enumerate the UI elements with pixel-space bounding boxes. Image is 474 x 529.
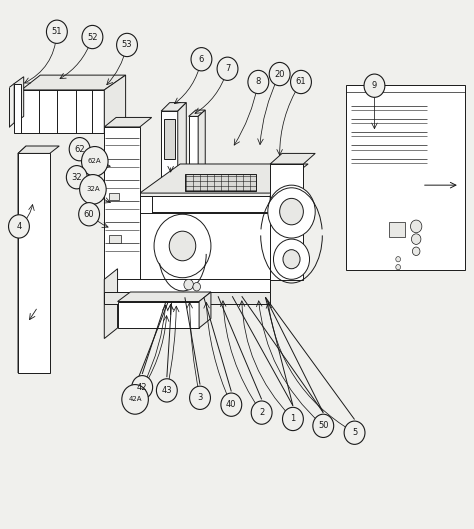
Text: 1: 1 bbox=[290, 414, 296, 424]
Text: 42A: 42A bbox=[128, 396, 142, 403]
Circle shape bbox=[82, 25, 103, 49]
Text: 32A: 32A bbox=[86, 186, 100, 193]
Circle shape bbox=[291, 70, 311, 94]
Text: 51: 51 bbox=[52, 27, 62, 37]
Polygon shape bbox=[199, 292, 211, 328]
Polygon shape bbox=[178, 103, 186, 190]
Circle shape bbox=[248, 70, 269, 94]
Polygon shape bbox=[140, 196, 270, 212]
Circle shape bbox=[46, 20, 67, 43]
Polygon shape bbox=[18, 153, 50, 373]
Text: 60: 60 bbox=[84, 209, 94, 219]
Text: 53: 53 bbox=[122, 40, 132, 50]
Polygon shape bbox=[104, 279, 270, 292]
Text: 62A: 62A bbox=[88, 158, 101, 165]
Circle shape bbox=[410, 220, 422, 233]
Circle shape bbox=[190, 386, 210, 409]
Polygon shape bbox=[118, 292, 211, 302]
Circle shape bbox=[154, 214, 211, 278]
Text: 2: 2 bbox=[259, 408, 264, 417]
Polygon shape bbox=[21, 75, 126, 90]
Polygon shape bbox=[161, 103, 186, 111]
Circle shape bbox=[117, 33, 137, 57]
Circle shape bbox=[396, 257, 401, 262]
Polygon shape bbox=[270, 153, 315, 164]
Polygon shape bbox=[104, 117, 152, 127]
Text: 9: 9 bbox=[372, 81, 377, 90]
Circle shape bbox=[66, 166, 87, 189]
Text: 6: 6 bbox=[199, 54, 204, 64]
Circle shape bbox=[283, 250, 300, 269]
Text: 42: 42 bbox=[137, 382, 147, 392]
Circle shape bbox=[268, 185, 315, 238]
Polygon shape bbox=[14, 84, 21, 133]
Polygon shape bbox=[270, 164, 303, 280]
Polygon shape bbox=[140, 196, 152, 280]
Circle shape bbox=[132, 376, 153, 399]
Polygon shape bbox=[118, 302, 199, 328]
Circle shape bbox=[122, 385, 148, 414]
Polygon shape bbox=[18, 146, 26, 373]
Circle shape bbox=[251, 401, 272, 424]
Polygon shape bbox=[109, 193, 118, 200]
Circle shape bbox=[9, 215, 29, 238]
Polygon shape bbox=[198, 110, 205, 185]
Circle shape bbox=[344, 421, 365, 444]
Circle shape bbox=[313, 414, 334, 437]
Polygon shape bbox=[346, 85, 465, 270]
Circle shape bbox=[193, 282, 201, 291]
Circle shape bbox=[79, 203, 100, 226]
Circle shape bbox=[82, 147, 108, 176]
Text: 50: 50 bbox=[318, 421, 328, 431]
Polygon shape bbox=[104, 292, 270, 304]
Text: 62: 62 bbox=[74, 144, 85, 154]
Polygon shape bbox=[185, 174, 256, 191]
Text: 7: 7 bbox=[225, 64, 230, 74]
Circle shape bbox=[273, 239, 310, 279]
Circle shape bbox=[169, 231, 196, 261]
Polygon shape bbox=[104, 75, 126, 133]
Polygon shape bbox=[14, 77, 24, 123]
Circle shape bbox=[156, 379, 177, 402]
Circle shape bbox=[364, 74, 385, 97]
Circle shape bbox=[411, 234, 421, 244]
Polygon shape bbox=[104, 127, 140, 280]
Text: 8: 8 bbox=[255, 77, 261, 87]
Polygon shape bbox=[270, 164, 303, 280]
Circle shape bbox=[217, 57, 238, 80]
Circle shape bbox=[283, 407, 303, 431]
Text: 61: 61 bbox=[296, 77, 306, 87]
Polygon shape bbox=[109, 235, 121, 243]
Polygon shape bbox=[104, 269, 118, 339]
Text: 43: 43 bbox=[162, 386, 172, 395]
Text: 40: 40 bbox=[226, 400, 237, 409]
Polygon shape bbox=[189, 116, 198, 185]
Circle shape bbox=[221, 393, 242, 416]
Circle shape bbox=[80, 175, 106, 204]
Circle shape bbox=[280, 198, 303, 225]
Text: 52: 52 bbox=[87, 32, 98, 42]
Circle shape bbox=[184, 279, 193, 290]
Circle shape bbox=[69, 138, 90, 161]
Text: 20: 20 bbox=[274, 69, 285, 79]
Polygon shape bbox=[18, 146, 59, 153]
Text: 5: 5 bbox=[352, 428, 357, 437]
Text: 32: 32 bbox=[72, 172, 82, 182]
Polygon shape bbox=[140, 213, 270, 280]
Circle shape bbox=[412, 247, 420, 256]
Polygon shape bbox=[189, 110, 205, 116]
Polygon shape bbox=[164, 119, 175, 159]
Text: 4: 4 bbox=[16, 222, 22, 231]
Polygon shape bbox=[140, 164, 308, 193]
Circle shape bbox=[191, 48, 212, 71]
Circle shape bbox=[269, 62, 290, 86]
Circle shape bbox=[396, 264, 401, 270]
Polygon shape bbox=[21, 90, 104, 133]
Polygon shape bbox=[389, 222, 405, 237]
Text: 3: 3 bbox=[197, 393, 203, 403]
Polygon shape bbox=[161, 111, 178, 190]
